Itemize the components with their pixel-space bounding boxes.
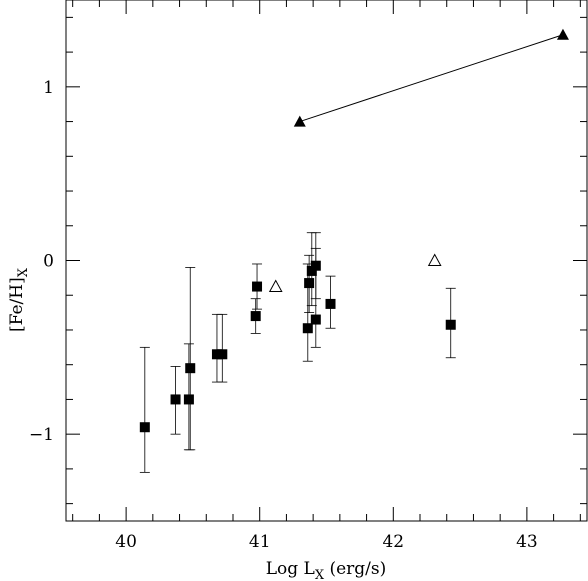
axes: 40 41 42 43 −1 0 1 <box>29 0 587 552</box>
x-tick-label: 42 <box>382 532 404 552</box>
x-axis-title: Log LX (erg/s) <box>266 559 387 581</box>
data-point-square <box>139 422 150 433</box>
data-point-open-triangle <box>268 279 283 293</box>
data-marks <box>139 28 569 473</box>
data-point-square <box>306 265 317 276</box>
data-point-square <box>310 314 321 325</box>
data-point-filled-triangle <box>293 115 306 127</box>
data-point-square <box>211 349 222 360</box>
x-tick-label: 40 <box>115 532 137 552</box>
plot-frame <box>65 0 588 522</box>
data-point-square <box>325 298 336 309</box>
y-axis-title-subscript: X <box>16 267 31 277</box>
y-axis-title: [Fe/H]X <box>7 267 31 332</box>
data-point-square <box>304 278 315 289</box>
data-point-square <box>183 394 194 405</box>
data-point-square <box>252 281 263 292</box>
x-axis-title-unit: (erg/s) <box>324 559 386 579</box>
data-point-square <box>445 319 456 330</box>
data-point-square <box>250 311 261 322</box>
connecting-line <box>299 34 564 123</box>
data-point-square <box>310 260 321 271</box>
x-tick-label: 41 <box>249 532 271 552</box>
data-point-open-triangle <box>427 253 442 266</box>
data-point-square <box>302 323 313 334</box>
x-axis-title-subscript: X <box>315 568 325 581</box>
data-point-filled-triangle <box>556 28 569 40</box>
data-point-square <box>170 394 181 405</box>
data-point-square <box>217 349 228 360</box>
y-tick-label: 1 <box>43 78 54 98</box>
x-tick-label: 43 <box>516 532 538 552</box>
y-tick-label: −1 <box>29 425 54 445</box>
y-tick-label: 0 <box>43 252 54 272</box>
data-point-square <box>185 363 196 374</box>
